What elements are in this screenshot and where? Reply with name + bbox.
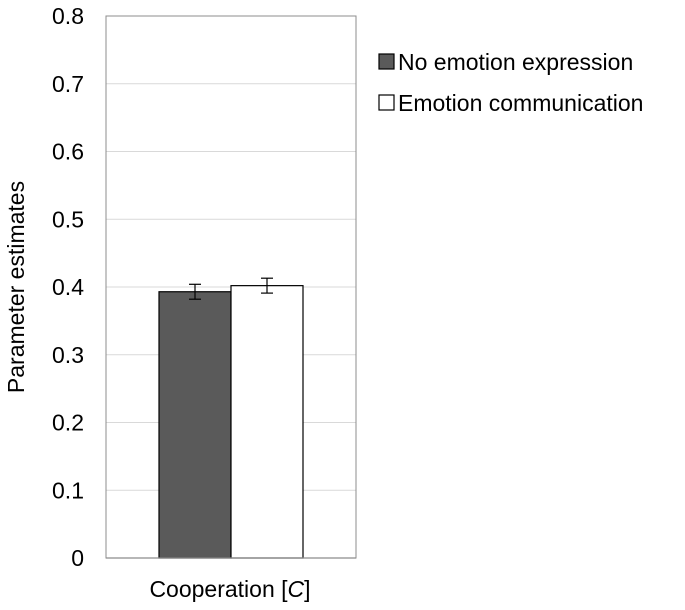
plot-frame xyxy=(105,15,357,559)
y-tick-label: 0.2 xyxy=(52,410,84,436)
x-category-prefix: Cooperation [ xyxy=(149,576,288,602)
x-category-suffix: ] xyxy=(304,576,310,602)
legend: No emotion expression Emotion communicati… xyxy=(378,49,643,116)
y-tick-labels: 0 0.1 0.2 0.3 0.4 0.5 0.6 0.7 0.8 xyxy=(52,3,84,571)
y-tick-label: 0 xyxy=(71,545,84,571)
legend-swatch xyxy=(378,53,395,70)
bars xyxy=(158,277,304,559)
x-category-label: Cooperation [C] xyxy=(149,576,310,602)
bar-no-emotion-expression xyxy=(158,291,232,559)
y-tick-label: 0.8 xyxy=(52,3,84,29)
bar-emotion-communication xyxy=(230,285,304,559)
legend-label: Emotion communication xyxy=(398,90,643,116)
legend-swatch xyxy=(378,94,395,111)
y-tick-label: 0.5 xyxy=(52,206,84,232)
y-tick-label: 0.7 xyxy=(52,71,84,97)
y-axis-label: Parameter estimates xyxy=(3,181,29,393)
x-category-symbol: C xyxy=(288,576,305,602)
y-tick-label: 0.6 xyxy=(52,139,84,165)
y-tick-label: 0.1 xyxy=(52,477,84,503)
legend-label: No emotion expression xyxy=(398,49,633,75)
y-tick-label: 0.4 xyxy=(52,274,84,300)
y-tick-label: 0.3 xyxy=(52,342,84,368)
